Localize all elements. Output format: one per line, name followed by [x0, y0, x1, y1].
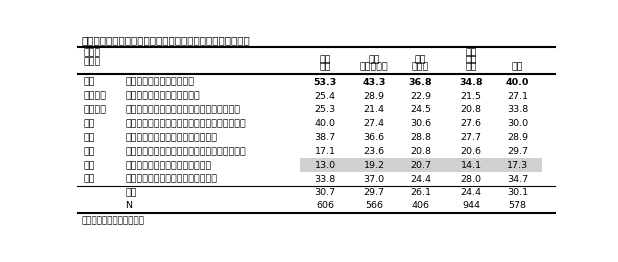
Text: 406: 406 [412, 201, 430, 210]
Text: 医療: 医療 [465, 62, 476, 72]
Text: 566: 566 [365, 201, 383, 210]
Text: 606: 606 [316, 201, 334, 210]
Text: 非自・民: 非自・民 [83, 106, 106, 114]
Text: 19.2: 19.2 [363, 161, 384, 170]
Text: 43.3: 43.3 [362, 78, 386, 87]
Text: 全体: 全体 [125, 188, 137, 197]
Bar [300, 159, 542, 172]
Text: 野田佳彦（民主党・国民新党連立）: 野田佳彦（民主党・国民新党連立） [125, 175, 218, 184]
Text: N: N [125, 201, 132, 210]
Text: 38.7: 38.7 [315, 133, 336, 142]
Text: 36.8: 36.8 [408, 78, 433, 87]
Text: 53.3: 53.3 [313, 78, 337, 87]
Text: 菅直人（民主党・国民新党連立）: 菅直人（民主党・国民新党連立） [125, 161, 211, 170]
Text: 29.7: 29.7 [363, 188, 384, 197]
Text: 民主: 民主 [83, 161, 95, 170]
Text: 振興: 振興 [320, 62, 331, 72]
Text: 中曽根康弘（自民党単独）: 中曽根康弘（自民党単独） [125, 78, 194, 87]
Text: 26.1: 26.1 [410, 188, 431, 197]
Text: 労働: 労働 [512, 62, 523, 72]
Text: 細川護熙（非自民８党連立）: 細川護熙（非自民８党連立） [125, 92, 200, 101]
Text: 小泉純一郎（自民党・公明党連立）: 小泉純一郎（自民党・公明党連立） [125, 133, 218, 142]
Text: 28.9: 28.9 [507, 133, 528, 142]
Text: 30.1: 30.1 [507, 188, 528, 197]
Text: 非自・民: 非自・民 [83, 92, 106, 101]
Text: 944: 944 [462, 201, 480, 210]
Text: 30.6: 30.6 [410, 119, 431, 128]
Text: 24.5: 24.5 [410, 106, 431, 114]
Text: 橋本龍太郎（自民党・社会党・さきがけ連立）: 橋本龍太郎（自民党・社会党・さきがけ連立） [125, 119, 246, 128]
Text: 首相の: 首相の [83, 48, 101, 57]
Text: 28.9: 28.9 [363, 92, 384, 101]
Text: 40.0: 40.0 [315, 119, 336, 128]
Text: 30.0: 30.0 [507, 119, 528, 128]
Text: 34.7: 34.7 [507, 175, 528, 184]
Text: エネルギー: エネルギー [360, 62, 389, 72]
Text: 所属党: 所属党 [83, 57, 101, 66]
Text: 農林: 農林 [415, 55, 426, 64]
Text: 自民: 自民 [83, 78, 95, 87]
Text: 28.0: 28.0 [460, 175, 481, 184]
Text: 自民: 自民 [83, 119, 95, 128]
Text: 太字は最多、網掛けは最少: 太字は最多、網掛けは最少 [82, 216, 145, 225]
Text: 29.7: 29.7 [507, 147, 528, 156]
Text: 27.7: 27.7 [460, 133, 481, 142]
Text: 21.4: 21.4 [363, 106, 384, 114]
Text: 27.6: 27.6 [460, 119, 481, 128]
Text: 20.8: 20.8 [460, 106, 481, 114]
Text: 厚生: 厚生 [465, 48, 476, 57]
Text: 14.1: 14.1 [460, 161, 481, 170]
Text: 鳩山由紀夫（民主党・社民党・国民新党連立）: 鳩山由紀夫（民主党・社民党・国民新党連立） [125, 147, 246, 156]
Text: 24.4: 24.4 [410, 175, 431, 184]
Text: 25.4: 25.4 [315, 92, 336, 101]
Text: 33.8: 33.8 [315, 175, 336, 184]
Text: 水産業: 水産業 [412, 62, 429, 72]
Text: 17.3: 17.3 [507, 161, 528, 170]
Text: 25.3: 25.3 [315, 106, 336, 114]
Text: 34.8: 34.8 [459, 78, 483, 87]
Text: 13.0: 13.0 [315, 161, 336, 170]
Text: 36.6: 36.6 [363, 133, 384, 142]
Text: 21.5: 21.5 [460, 92, 481, 101]
Text: 民主: 民主 [83, 147, 95, 156]
Text: 産業: 産業 [320, 55, 331, 64]
Text: 村山富市（自民党・社会党・さきがけ連立）: 村山富市（自民党・社会党・さきがけ連立） [125, 106, 240, 114]
Text: 40.0: 40.0 [506, 78, 529, 87]
Text: 27.4: 27.4 [363, 119, 384, 128]
Text: 30.7: 30.7 [315, 188, 336, 197]
Text: 福祉: 福祉 [465, 55, 476, 64]
Text: 22.9: 22.9 [410, 92, 431, 101]
Text: 自民: 自民 [83, 133, 95, 142]
Text: 表３　政策分野別の政権肯定的評価の割合（％、問７、８）: 表３ 政策分野別の政権肯定的評価の割合（％、問７、８） [82, 35, 251, 45]
Text: 24.4: 24.4 [460, 188, 481, 197]
Text: 28.8: 28.8 [410, 133, 431, 142]
Text: 33.8: 33.8 [507, 106, 528, 114]
Text: 37.0: 37.0 [363, 175, 384, 184]
Text: 23.6: 23.6 [363, 147, 384, 156]
Text: 578: 578 [509, 201, 527, 210]
Text: 資源: 資源 [368, 55, 380, 64]
Text: 20.6: 20.6 [460, 147, 481, 156]
Text: 20.7: 20.7 [410, 161, 431, 170]
Text: 27.1: 27.1 [507, 92, 528, 101]
Text: 民主: 民主 [83, 175, 95, 184]
Text: 17.1: 17.1 [315, 147, 336, 156]
Text: 20.8: 20.8 [410, 147, 431, 156]
